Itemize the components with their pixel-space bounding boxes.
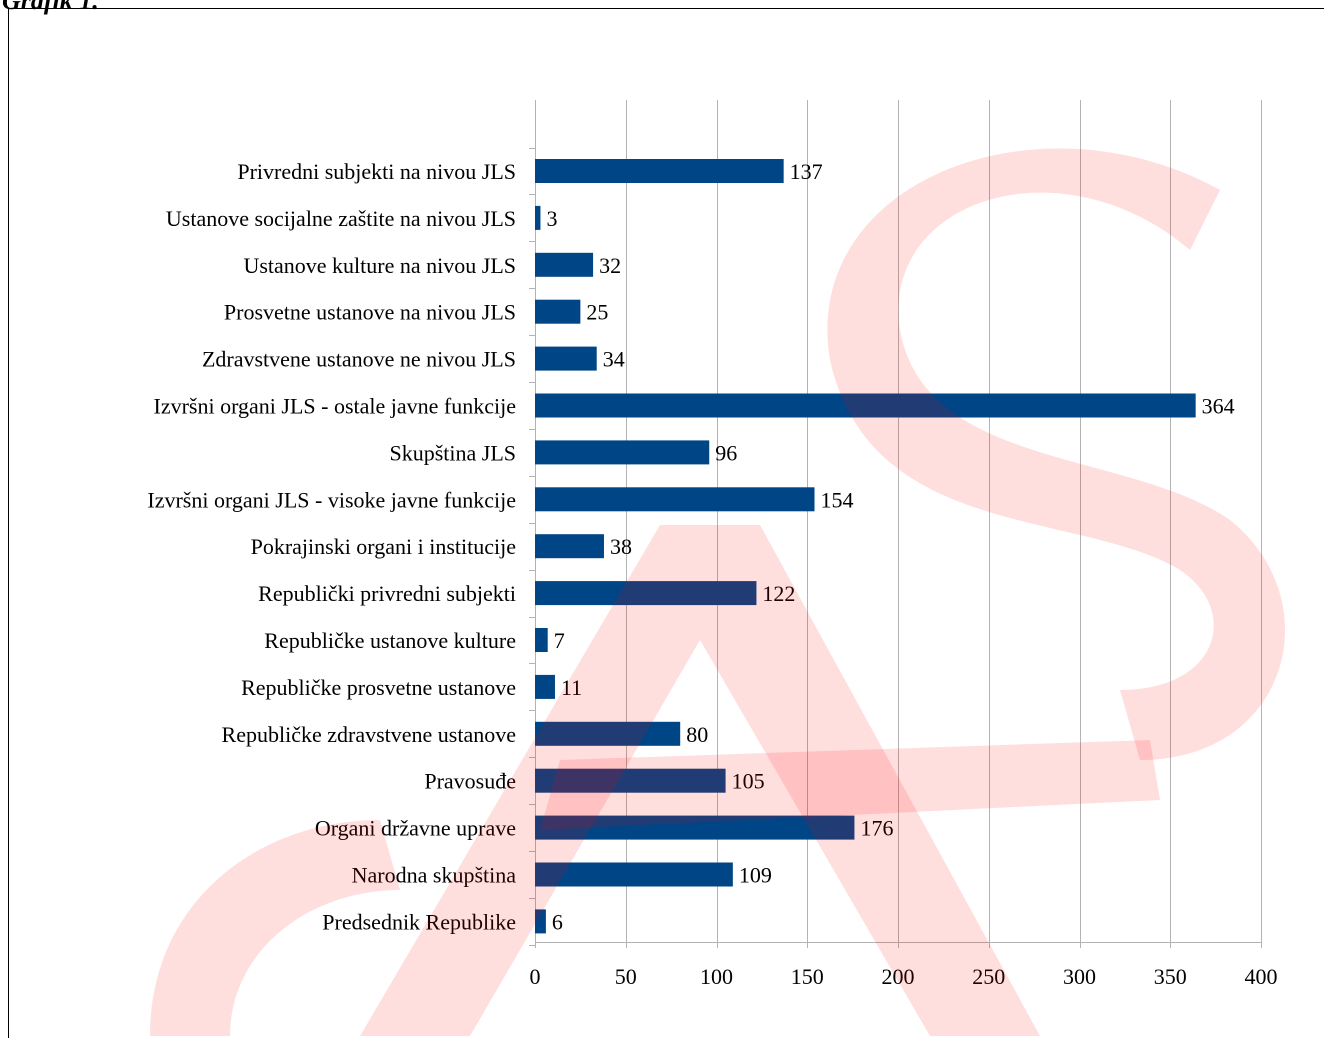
bar bbox=[535, 721, 681, 746]
value-label: 154 bbox=[821, 487, 854, 512]
value-label: 137 bbox=[790, 159, 823, 184]
x-tick-label: 150 bbox=[791, 964, 824, 989]
category-label: Ustanove kulture na nivou JLS bbox=[243, 253, 516, 278]
bar bbox=[535, 487, 815, 512]
category-label: Republičke ustanove kulture bbox=[264, 628, 516, 653]
category-label: Privredni subjekti na nivou JLS bbox=[237, 159, 516, 184]
bar bbox=[535, 346, 597, 371]
value-label: 105 bbox=[732, 769, 765, 794]
bar bbox=[535, 628, 548, 652]
bar bbox=[535, 768, 726, 793]
category-label: Izvršni organi JLS - ostale javne funkci… bbox=[154, 394, 517, 419]
x-tick-label: 100 bbox=[700, 964, 733, 989]
category-label: Prosvetne ustanove na nivou JLS bbox=[224, 300, 516, 325]
value-label: 25 bbox=[586, 300, 608, 325]
grid-lines bbox=[529, 100, 1262, 948]
bar bbox=[535, 674, 555, 699]
x-tick-label: 300 bbox=[1063, 964, 1096, 989]
category-label: Narodna skupština bbox=[352, 863, 517, 888]
category-label: Republičke prosvetne ustanove bbox=[241, 675, 516, 700]
value-label: 6 bbox=[552, 909, 563, 934]
figure-label: Grafik 1. bbox=[2, 0, 99, 15]
value-label: 80 bbox=[686, 722, 708, 747]
value-label: 96 bbox=[715, 440, 737, 465]
x-axis-ticks: 0 50 100 150 200 250 300 350 400 bbox=[530, 964, 1278, 989]
category-label: Pokrajinski organi i institucije bbox=[251, 534, 516, 559]
bar bbox=[535, 534, 604, 559]
bar bbox=[535, 581, 757, 606]
value-label: 364 bbox=[1202, 394, 1235, 419]
bars bbox=[535, 159, 1196, 934]
x-tick-label: 250 bbox=[972, 964, 1005, 989]
chart-frame bbox=[8, 8, 1324, 1038]
bar bbox=[535, 393, 1196, 418]
x-tick-label: 350 bbox=[1154, 964, 1187, 989]
category-label: Izvršni organi JLS - visoke javne funkci… bbox=[147, 487, 516, 512]
category-label: Republičke zdravstvene ustanove bbox=[222, 722, 516, 747]
value-label: 7 bbox=[554, 628, 565, 653]
value-label: 109 bbox=[739, 863, 772, 888]
bar bbox=[535, 815, 855, 840]
bar bbox=[535, 159, 784, 183]
value-label: 176 bbox=[860, 816, 893, 841]
value-label: 3 bbox=[546, 206, 557, 231]
value-labels: 137 3 32 25 34 364 96 154 38 122 7 11 80 105 176 109 6 bbox=[546, 159, 1234, 934]
x-tick-label: 50 bbox=[615, 964, 637, 989]
bar bbox=[535, 440, 710, 465]
category-labels: Privredni subjekti na nivou JLS Ustanove … bbox=[147, 159, 516, 934]
bar bbox=[535, 252, 594, 277]
value-label: 38 bbox=[610, 534, 632, 559]
category-label: Predsednik Republike bbox=[322, 909, 516, 934]
bar bbox=[535, 862, 733, 887]
category-label: Ustanove socijalne zaštite na nivou JLS bbox=[166, 206, 516, 231]
value-label: 11 bbox=[561, 675, 582, 700]
category-label: Pravosuđe bbox=[424, 769, 516, 794]
bar bbox=[535, 205, 541, 230]
category-label: Skupština JLS bbox=[389, 440, 516, 465]
category-label: Republički privredni subjekti bbox=[258, 581, 516, 606]
category-label: Organi državne uprave bbox=[315, 816, 516, 841]
value-label: 32 bbox=[599, 253, 621, 278]
x-tick-label: 400 bbox=[1245, 964, 1278, 989]
x-tick-label: 0 bbox=[530, 964, 541, 989]
value-label: 34 bbox=[603, 347, 625, 372]
value-label: 122 bbox=[762, 581, 795, 606]
bar bbox=[535, 909, 546, 934]
category-label: Zdravstvene ustanove ne nivou JLS bbox=[202, 347, 516, 372]
x-tick-label: 200 bbox=[882, 964, 915, 989]
bar bbox=[535, 299, 581, 324]
